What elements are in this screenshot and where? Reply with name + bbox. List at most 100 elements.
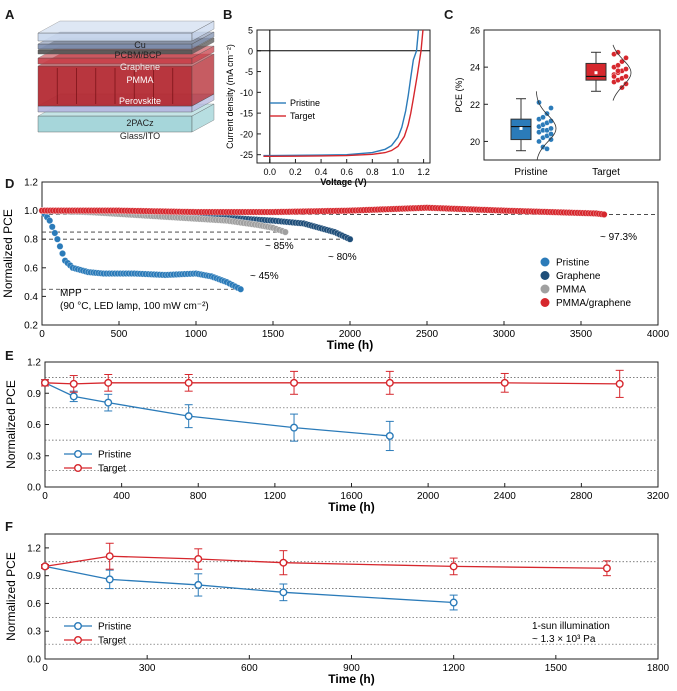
y-tick-label: 5 [248,26,253,36]
panel-E-axes: 0 400 800 1200 1600 2000 2400 2800 3200 0.0 0.3 0.6… [4,358,670,515]
data-point [41,562,50,571]
data-point [104,398,113,407]
y-tick-label: 0.9 [27,389,41,400]
y-tick-label: 22 [470,100,480,110]
category-label: Pristine [514,167,548,178]
data-point [279,588,288,597]
category-label: Target [592,167,620,178]
panel-label-b: B [223,7,233,22]
y-tick-label: 0.6 [27,420,41,431]
panel-label-f: F [5,519,13,534]
x-tick-label: 0.4 [315,167,328,177]
layer-label-pcbm-bcp: PCBM/BCP [114,50,161,60]
layer-label-perovskite: Perovskite [119,96,161,106]
y-tick-label: -5 [245,67,253,77]
x-tick-label: 3000 [493,329,516,340]
data-point [69,392,78,401]
x-tick-label: 1500 [545,663,568,674]
layer-label-pmma: PMMA [127,75,154,85]
data-point [602,564,611,573]
x-tick-label: 1000 [185,329,208,340]
legend-label: Target [98,636,126,647]
condition-detail: (90 °C, LED lamp, 100 mW cm⁻²) [60,301,209,312]
y-axis-label: Normalized PCE [4,380,18,469]
data-point [54,235,61,243]
data-point [548,105,554,111]
x-tick-label: 400 [113,491,130,502]
data-point [619,58,625,65]
y-tick-label: 26 [470,26,480,36]
legend-marker [540,271,550,280]
distribution-curve [612,44,632,101]
data-point [290,423,299,432]
x-tick-label: 600 [241,663,258,674]
mean-marker [519,126,523,130]
layer-label-glass-ito: Glass/ITO [120,131,160,141]
mean-marker [594,71,598,75]
data-point [600,211,608,218]
legend-label: Target [98,464,126,475]
panel-B-axes: 0.0 0.2 0.4 0.6 0.8 1.0 1.250-5-10-15-20-25Vol… [225,26,431,187]
data-point [623,66,629,72]
data-point [51,229,59,237]
jv-curve-pristine [263,29,420,157]
x-tick-label: 0 [42,663,48,674]
data-point [346,235,354,243]
y-tick-label: 0.4 [24,292,38,303]
y-tick-label: 1.2 [27,543,41,554]
y-tick-label: 0.0 [27,655,41,666]
series-line-target [44,382,620,385]
layer-front [37,115,193,133]
panel-label-d: D [5,176,15,191]
data-point [194,580,203,589]
x-tick-label: 0 [39,329,45,340]
x-tick-label: 1200 [443,663,466,674]
y-tick-label: 24 [470,63,480,73]
x-tick-label: 3200 [647,491,670,502]
y-axis-label: Normalized PCE [1,209,15,298]
x-tick-label: 0.6 [340,167,353,177]
legend-label: Pristine [98,450,132,461]
data-point [544,146,550,152]
x-tick-label: 2800 [570,491,593,502]
series-line-pristine [44,382,390,437]
x-tick-label: 2000 [417,491,440,502]
x-tick-label: 300 [139,663,156,674]
data-point [41,378,50,387]
annotation-label: ~ 97.3% [600,232,637,243]
legend-marker [540,284,550,294]
data-point [449,598,458,607]
layer-front [37,43,193,50]
data-point [548,136,554,143]
legend-label: Pristine [290,98,320,108]
series-line-pristine [44,565,454,604]
annotation-label: ~ 85% [265,241,294,252]
data-point [623,73,629,80]
layer-label-cu: Cu [134,40,146,50]
data-point [615,49,621,56]
data-point [281,228,289,236]
data-point [623,55,629,61]
condition-detail: ~ 1.3 × 10³ Pa [532,634,596,645]
annotation-label: ~ 80% [328,252,357,263]
x-tick-label: 0.0 [264,167,277,177]
x-tick-label: 1.0 [392,167,405,177]
x-tick-label: 3500 [570,329,593,340]
layer-label-graphene: Graphene [120,62,160,72]
legend-label: Graphene [556,271,601,282]
jv-curve-target [263,29,424,158]
x-tick-label: 1.2 [417,167,430,177]
y-tick-label: 0.9 [27,571,41,582]
y-tick-label: 1.2 [27,358,41,369]
y-tick-label: -15 [240,109,253,119]
legend-marker [540,257,550,267]
x-tick-label: 1500 [262,329,285,340]
y-tick-label: 1.2 [24,178,38,189]
data-point [536,138,542,145]
panel-D-axes: 0 500 1000 1500 2000 2500 3000 3500 4000 0.2 0.4 0.… [1,178,670,353]
data-point [194,555,203,564]
x-tick-label: 2400 [494,491,517,502]
y-tick-label: -20 [240,129,253,139]
y-tick-label: -10 [240,88,253,98]
